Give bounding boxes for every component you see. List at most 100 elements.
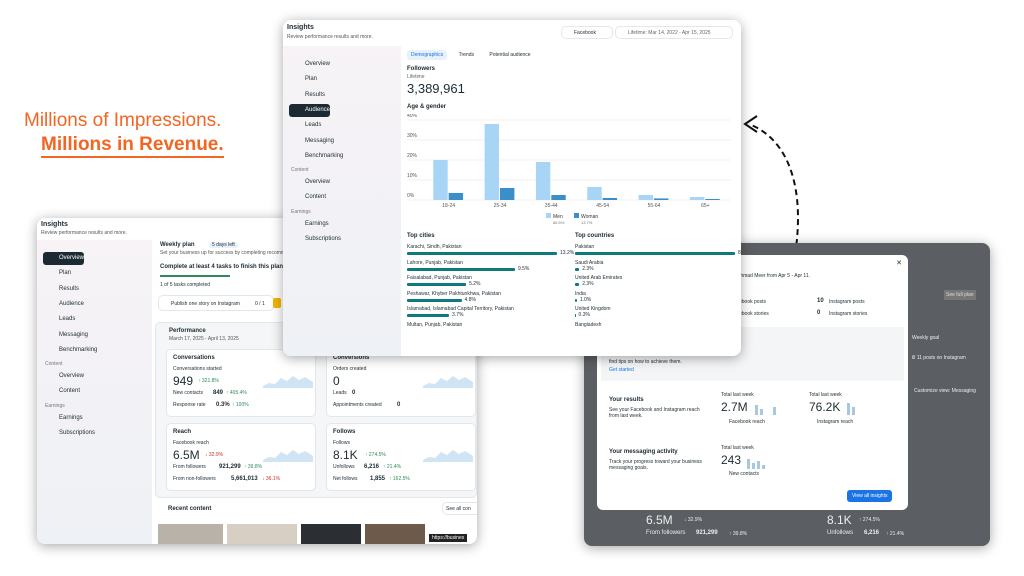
card-cell: 0 [333, 374, 340, 388]
plan-goal: Complete at least 4 tasks to finish this… [160, 264, 285, 270]
list-label: 3.7% [452, 312, 464, 318]
card-cell: ↑ 321.8% [198, 378, 219, 384]
y-tick-label: 20% [407, 153, 418, 159]
results-desc: See your Facebook and Instagram reach fr… [609, 407, 700, 419]
tab[interactable]: Trends [458, 52, 474, 58]
contacts-label: New contacts [729, 471, 760, 477]
platform[interactable]: Facebook [561, 26, 613, 39]
card-cell: 921,299 [219, 464, 241, 470]
card-cell: ↑ 21.4% [383, 464, 402, 470]
followers: 3,389,961 [407, 81, 465, 96]
card-cell: 8.1K [333, 448, 358, 462]
see-all[interactable]: See all con [442, 502, 477, 515]
card-cell: Facebook reach [173, 440, 209, 446]
tab[interactable]: Demographics [407, 50, 448, 60]
card-cell: ↓ 36.1% [262, 476, 281, 482]
list-bar [575, 283, 580, 286]
list-label: 9.5% [517, 265, 530, 272]
nav-item[interactable]: Messaging [59, 331, 89, 338]
date-range[interactable]: Lifetime: Mar 14, 2022 - Apr 15, 2025 [615, 26, 733, 39]
x-tick-label: 65+ [701, 203, 710, 209]
bg-reach-change: ↓ 32.9% [684, 517, 703, 523]
legend-label: Men [553, 214, 563, 220]
get-started[interactable]: Get started [609, 367, 634, 373]
list-bar [407, 314, 450, 317]
task-text: Publish one story on Instagram [171, 301, 240, 307]
sparkline [263, 376, 313, 388]
list-bar [407, 252, 557, 255]
recent-content: Recent content [168, 506, 212, 512]
metric-card: Conversions Orders created 0 Leads 0 Appointm… [326, 349, 476, 417]
bar [654, 198, 669, 200]
plan-desc: Set your business up for success by comp… [160, 250, 286, 256]
card-cell: Response rate [173, 402, 206, 408]
nav-item[interactable]: Results [305, 91, 326, 98]
nav-item[interactable]: Subscriptions [305, 236, 342, 242]
nav-item[interactable]: Subscriptions [59, 430, 96, 436]
bar [638, 195, 653, 200]
thumb [227, 524, 297, 544]
msg-title: Your messaging activity [609, 449, 678, 455]
nav-item[interactable]: Leads [59, 316, 76, 323]
nav-item[interactable]: Earnings [305, 220, 329, 227]
bg-reach: 6.5M [646, 513, 673, 527]
nav-item[interactable]: Earnings [59, 414, 83, 421]
bar [602, 198, 618, 200]
age-gender: Age & gender [407, 104, 447, 110]
nav-item[interactable]: Results [59, 285, 80, 292]
ig-stories-count: 0 [817, 310, 821, 316]
total3: Total last week [721, 445, 754, 451]
thumb [158, 524, 223, 544]
nav-item[interactable]: Content [59, 388, 81, 395]
days-left: 5 days left [209, 242, 238, 248]
view-all[interactable]: View all insights [847, 490, 893, 502]
task-icon [273, 298, 281, 308]
list-bar [407, 283, 467, 286]
card-cell: Follows [333, 440, 350, 446]
nav-item[interactable]: Messaging [305, 137, 335, 144]
customize: Customize view: Messaging [914, 388, 976, 394]
nav-item[interactable]: Plan [305, 76, 318, 83]
card-cell: Net follows [333, 476, 358, 482]
task[interactable]: Publish one story on Instagram 0 / 1 [158, 295, 274, 311]
nav-item[interactable]: Plan [59, 270, 72, 277]
list-name: Karachi, Sindh, Pakistan [407, 244, 462, 250]
section-heading: Earnings [45, 402, 65, 409]
nav-item[interactable]: Overview [59, 373, 85, 380]
bar [689, 197, 705, 200]
card-cell: 949 [173, 374, 194, 388]
nav-item[interactable]: Overview [305, 179, 331, 186]
tab[interactable]: Potential audience [489, 52, 531, 58]
card-cell: Unfollows [333, 464, 355, 470]
subtitle: Review performance results and more. [287, 34, 373, 40]
x-tick-label: 35-44 [545, 203, 558, 209]
nav-item[interactable]: Benchmarking [305, 152, 344, 159]
see-full-plan: See full plan [944, 290, 976, 300]
bg-unfollows-change: ↑ 21.4% [886, 531, 905, 537]
list-label: 13.2% [560, 250, 575, 256]
nav-item[interactable]: Leads [305, 122, 322, 129]
nav-item[interactable]: Audience [289, 103, 331, 117]
card-title: Conversations [173, 355, 215, 361]
nav-item[interactable]: Benchmarking [59, 346, 98, 353]
fb-posts: ebook posts [739, 299, 766, 305]
nav-item[interactable]: Overview [305, 61, 331, 67]
ig-posts-count: 10 [817, 298, 824, 304]
fb-reach: 2.7M [721, 400, 748, 414]
total1: Total last week [721, 392, 754, 398]
list-label: 2.3% [582, 281, 594, 287]
total2: Total last week [809, 392, 842, 398]
legend-label: Woman [581, 214, 598, 220]
card-cell: 6,216 [364, 464, 380, 470]
list-name: Pakistan [575, 244, 595, 250]
card-title: Reach [173, 429, 192, 435]
nav-item[interactable]: Audience [59, 300, 85, 307]
nav-item[interactable]: Content [305, 194, 327, 201]
metric-card: Reach Facebook reach 6.5M ↓ 32.9% From follo… [166, 423, 316, 491]
close[interactable]: ✕ [896, 260, 902, 267]
nav-item[interactable]: Overview [43, 252, 85, 265]
metric-card: Conversations Conversations started 949 ↑ 3… [166, 349, 316, 417]
legend-swatch [574, 213, 579, 218]
list-name: Peshawar, Khyber Pakhtunkhwa, Pakistan [407, 290, 501, 297]
